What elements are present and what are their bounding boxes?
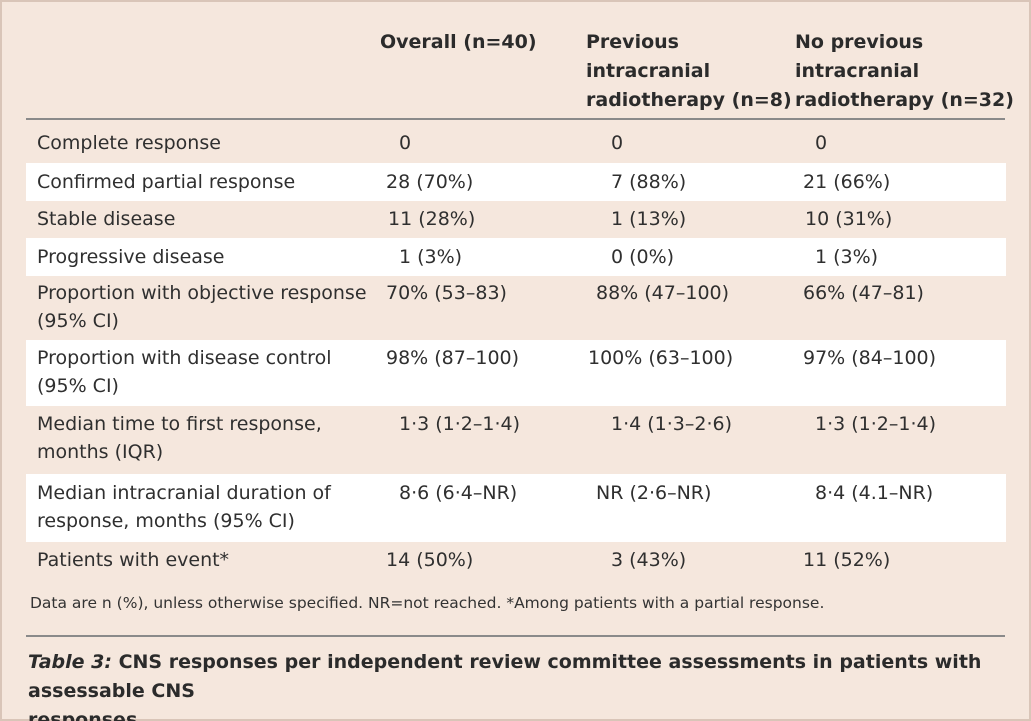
column-header-previous-line: Previous xyxy=(586,31,679,53)
row-label-line: Complete response xyxy=(37,132,221,154)
cell-previous: 1·4 (1·3–2·6) xyxy=(611,413,733,435)
table-row: Progressive disease 1 (3%) 0 (0%) 1 (3%) xyxy=(26,238,1006,276)
cell-overall: 70% (53–83) xyxy=(386,282,507,304)
cell-overall: 1·3 (1·2–1·4) xyxy=(399,413,521,435)
cell-overall: 28 (70%) xyxy=(386,171,474,193)
row-label-line: Stable disease xyxy=(37,208,176,230)
table-header: Overall (n=40) Previous intracranial rad… xyxy=(2,2,1031,119)
table-caption: Table 3: CNS responses per independent r… xyxy=(28,648,1008,721)
row-label-line: Confirmed partial response xyxy=(37,171,296,193)
cell-previous: 100% (63–100) xyxy=(588,347,734,369)
header-divider xyxy=(26,118,1005,120)
row-label: Median time to first response, months (I… xyxy=(37,410,322,466)
cell-previous: NR (2·6–NR) xyxy=(596,482,712,504)
row-label-line: response, months (95% CI) xyxy=(37,510,295,532)
column-header-previous-line: radiotherapy (n=8) xyxy=(586,89,792,111)
row-label-line: (95% CI) xyxy=(37,375,119,397)
cell-no-previous: 10 (31%) xyxy=(805,208,893,230)
table-row: Median intracranial duration of response… xyxy=(26,474,1006,542)
table-footnote: Data are n (%), unless otherwise specifi… xyxy=(30,594,825,612)
row-label: Patients with event* xyxy=(37,546,229,574)
table-row: Patients with event* 14 (50%) 3 (43%) 11… xyxy=(26,542,1006,584)
table-row: Confirmed partial response 28 (70%) 7 (8… xyxy=(26,163,1006,201)
row-label: Stable disease xyxy=(37,205,175,233)
table-row: Proportion with disease control (95% CI)… xyxy=(26,340,1006,406)
row-label-line: Proportion with disease control xyxy=(37,347,332,369)
cell-overall: 98% (87–100) xyxy=(386,347,520,369)
column-header-no-previous-radiotherapy: No previous intracranial radiotherapy (n… xyxy=(795,28,1014,115)
row-label-line: Proportion with objective response xyxy=(37,282,367,304)
row-label-line: Median intracranial duration of xyxy=(37,482,331,504)
table-body: Complete response 0 0 0 Confirmed partia… xyxy=(26,123,1006,584)
table-row: Proportion with objective response (95% … xyxy=(26,276,1006,340)
row-label-line: Patients with event* xyxy=(37,549,230,571)
row-label-line: months (IQR) xyxy=(37,441,164,463)
cell-no-previous: 0 xyxy=(815,132,828,154)
cell-overall: 8·6 (6·4–NR) xyxy=(399,482,518,504)
cell-no-previous: 21 (66%) xyxy=(803,171,891,193)
table-row: Complete response 0 0 0 xyxy=(26,123,1006,163)
row-label: Progressive disease xyxy=(37,243,225,271)
row-label: Complete response xyxy=(37,129,221,157)
caption-label: Table 3: xyxy=(28,651,112,673)
row-label: Proportion with disease control (95% CI) xyxy=(37,344,331,400)
row-label: Confirmed partial response xyxy=(37,168,295,196)
row-label: Proportion with objective response (95% … xyxy=(37,279,367,335)
cell-no-previous: 1 (3%) xyxy=(815,246,879,268)
column-header-previous-line: intracranial xyxy=(586,60,711,82)
cell-previous: 0 (0%) xyxy=(611,246,675,268)
cell-no-previous: 8·4 (4.1–NR) xyxy=(815,482,934,504)
table-row: Median time to first response, months (I… xyxy=(26,406,1006,474)
cell-no-previous: 1·3 (1·2–1·4) xyxy=(815,413,937,435)
caption-line: Table 3: CNS responses per independent r… xyxy=(28,648,1008,706)
row-label-line: (95% CI) xyxy=(37,310,119,332)
cell-overall: 1 (3%) xyxy=(399,246,463,268)
column-header-no-previous-line: intracranial xyxy=(795,60,920,82)
row-label-line: Progressive disease xyxy=(37,246,225,268)
cell-previous: 0 xyxy=(611,132,624,154)
cell-no-previous: 11 (52%) xyxy=(803,549,891,571)
column-header-previous-radiotherapy: Previous intracranial radiotherapy (n=8) xyxy=(586,28,792,115)
row-label-line: Median time to first response, xyxy=(37,413,322,435)
caption-line: responses xyxy=(28,709,138,721)
cell-overall: 0 xyxy=(399,132,412,154)
cell-previous: 3 (43%) xyxy=(611,549,687,571)
cell-previous: 7 (88%) xyxy=(611,171,687,193)
row-label: Median intracranial duration of response… xyxy=(37,479,331,535)
table-row: Stable disease 11 (28%) 1 (13%) 10 (31%) xyxy=(26,201,1006,238)
column-header-overall-line: Overall (n=40) xyxy=(380,31,537,53)
column-header-no-previous-line: radiotherapy (n=32) xyxy=(795,89,1014,111)
cell-previous: 1 (13%) xyxy=(611,208,687,230)
cell-no-previous: 97% (84–100) xyxy=(803,347,937,369)
cell-no-previous: 66% (47–81) xyxy=(803,282,924,304)
column-header-overall: Overall (n=40) xyxy=(380,28,537,57)
cell-overall: 11 (28%) xyxy=(388,208,476,230)
cell-overall: 14 (50%) xyxy=(386,549,474,571)
caption-divider xyxy=(26,635,1005,637)
cell-previous: 88% (47–100) xyxy=(596,282,730,304)
column-header-no-previous-line: No previous xyxy=(795,31,924,53)
caption-text: CNS responses per independent review com… xyxy=(28,651,982,702)
